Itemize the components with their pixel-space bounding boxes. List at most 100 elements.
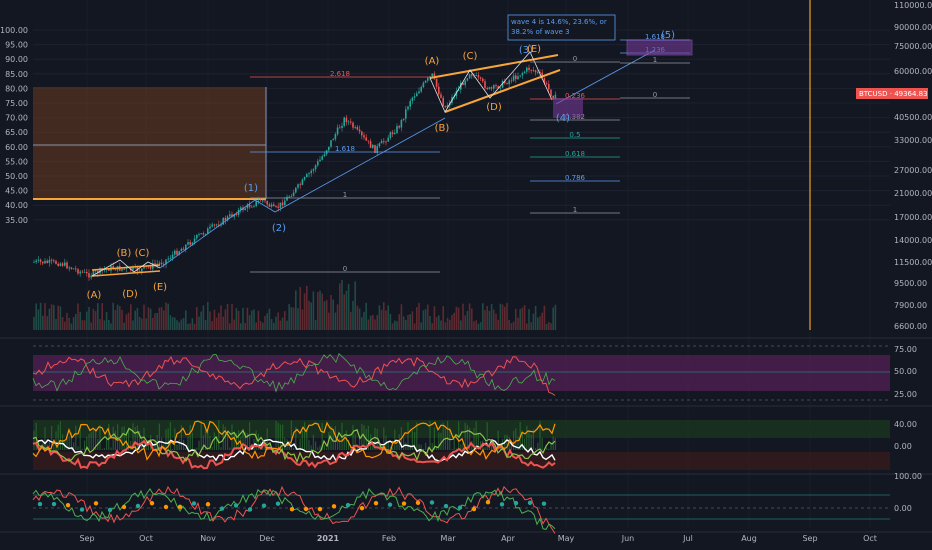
volume-bar bbox=[233, 319, 235, 330]
osc2-histogram-bar bbox=[242, 428, 244, 450]
osc2-histogram-bar bbox=[79, 426, 81, 450]
osc2-histogram-bar bbox=[121, 427, 123, 450]
candle bbox=[497, 86, 499, 89]
candle bbox=[319, 159, 321, 162]
candle bbox=[413, 96, 416, 98]
volume-bar bbox=[545, 323, 548, 330]
target-box-wave5 bbox=[626, 39, 693, 56]
osc2-tick: 0.00 bbox=[894, 442, 912, 451]
osc2-histogram-bar bbox=[172, 448, 174, 450]
osc2-histogram-bar bbox=[88, 433, 90, 450]
osc2-histogram-bar bbox=[62, 434, 64, 450]
candle bbox=[332, 139, 334, 141]
osc2-histogram-bar bbox=[312, 434, 314, 450]
osc2-histogram-bar bbox=[339, 437, 341, 450]
volume-bar bbox=[156, 313, 158, 330]
osc2-histogram-bar bbox=[513, 430, 515, 450]
candle bbox=[330, 140, 332, 147]
candle bbox=[281, 202, 284, 206]
osc2-histogram-bar bbox=[231, 424, 233, 450]
osc2-histogram-bar bbox=[431, 442, 433, 450]
osc3-dot bbox=[191, 501, 197, 506]
volume-bar bbox=[343, 294, 345, 330]
osc2-histogram-bar bbox=[152, 443, 154, 450]
candle bbox=[457, 89, 460, 91]
osc2-histogram-bar bbox=[425, 442, 427, 450]
osc2-histogram-bar bbox=[198, 440, 200, 450]
volume-bar bbox=[475, 320, 477, 330]
candle bbox=[178, 251, 180, 255]
osc2-histogram-bar bbox=[442, 422, 444, 450]
osc2-histogram-bar bbox=[486, 421, 488, 450]
osc3-dot bbox=[401, 501, 407, 506]
candle bbox=[246, 204, 249, 209]
candle bbox=[57, 263, 59, 266]
osc3-dot bbox=[177, 504, 183, 510]
volume-bar bbox=[479, 322, 482, 330]
osc2-histogram-bar bbox=[77, 446, 79, 450]
osc2-histogram-bar bbox=[497, 430, 499, 450]
candle bbox=[220, 224, 222, 226]
candle bbox=[411, 97, 414, 101]
osc2-histogram-bar bbox=[310, 445, 312, 450]
candle bbox=[253, 205, 255, 207]
candle bbox=[372, 144, 374, 148]
osc2-histogram-bar bbox=[103, 448, 105, 450]
volume-bar bbox=[222, 316, 224, 330]
osc2-histogram-bar bbox=[356, 444, 358, 450]
osc2-histogram-bar bbox=[392, 447, 394, 450]
time-axis-tick: Aug bbox=[741, 534, 757, 543]
volume-bar bbox=[497, 319, 499, 330]
volume-bar bbox=[116, 304, 119, 330]
candle bbox=[510, 80, 513, 82]
candle bbox=[508, 80, 510, 85]
candle bbox=[141, 268, 143, 272]
volume-bar bbox=[253, 309, 255, 330]
time-axis-tick: Dec bbox=[259, 534, 274, 543]
osc2-band-upper bbox=[33, 420, 890, 438]
candle bbox=[374, 144, 376, 153]
volume-bar bbox=[185, 310, 187, 330]
osc2-histogram-bar bbox=[407, 422, 409, 450]
volume-bar bbox=[506, 302, 508, 330]
candle bbox=[108, 268, 110, 271]
left-axis-tick: 75.00 bbox=[5, 99, 28, 108]
candle bbox=[88, 273, 90, 278]
osc2-histogram-bar bbox=[158, 423, 160, 450]
candle bbox=[488, 87, 491, 90]
osc2-histogram-bar bbox=[196, 447, 198, 450]
osc3-dot bbox=[387, 502, 393, 507]
candle bbox=[209, 226, 211, 229]
candle bbox=[68, 267, 70, 269]
volume-bar bbox=[550, 323, 552, 330]
candle bbox=[66, 262, 68, 269]
volume-bar bbox=[176, 320, 178, 330]
fib-label: 1 bbox=[343, 191, 347, 199]
volume-bar bbox=[438, 315, 440, 330]
osc2-histogram-bar bbox=[220, 447, 222, 450]
osc2-histogram-bar bbox=[48, 440, 50, 450]
candle bbox=[59, 263, 62, 266]
volume-bar bbox=[79, 311, 81, 330]
candle bbox=[270, 204, 273, 207]
volume-bar bbox=[94, 311, 97, 330]
volume-bar bbox=[66, 312, 68, 330]
candle bbox=[312, 169, 315, 171]
volume-bar bbox=[528, 309, 530, 330]
candle bbox=[48, 259, 51, 263]
candle bbox=[385, 141, 387, 143]
volume-bar bbox=[306, 285, 308, 330]
volume-bar bbox=[251, 310, 253, 330]
candle bbox=[226, 216, 229, 221]
osc2-histogram-bar bbox=[200, 420, 202, 450]
osc2-histogram-bar bbox=[475, 421, 477, 450]
candle bbox=[345, 117, 348, 123]
candle bbox=[72, 268, 75, 270]
fib-label: 1 bbox=[653, 56, 657, 64]
osc2-histogram-bar bbox=[246, 433, 248, 450]
volume-bar bbox=[330, 295, 332, 330]
candle bbox=[506, 83, 508, 85]
volume-bar bbox=[372, 315, 374, 330]
volume-bar bbox=[537, 317, 539, 330]
